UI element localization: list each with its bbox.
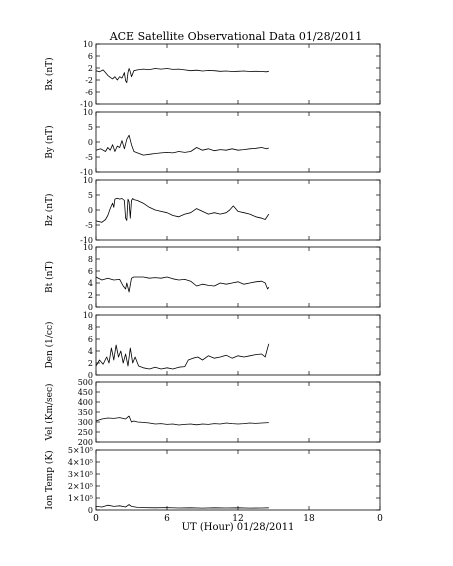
y-tick-label: -5 [85,221,93,230]
y-tick-label: 4×10⁵ [68,458,93,467]
x-axis-label: UT (Hour) 01/28/2011 [182,522,295,533]
y-tick-label: -6 [85,88,93,97]
y-tick-label: 3×10⁵ [68,470,93,479]
panel-frame [95,111,381,173]
y-axis-label: Bt (nT) [44,261,55,293]
y-tick-label: 0 [88,138,93,147]
y-tick-label: -10 [80,168,93,177]
x-tick-label: 18 [303,514,315,524]
y-tick-label: 4 [88,279,93,288]
data-line [95,197,270,223]
panel-frame [95,381,381,443]
y-tick-label: 250 [78,428,93,437]
y-tick-label: 1×10⁵ [68,494,93,503]
x-tick-label: 12 [232,514,243,524]
data-line [95,343,270,370]
y-axis-label: Den (1/cc) [44,321,55,368]
y-tick-label: 2 [88,291,93,300]
panel-frame [95,43,381,105]
y-tick-label: 5×10⁵ [68,446,93,455]
y-tick-label: 2 [88,359,93,368]
y-tick-label: 400 [78,398,93,407]
y-tick-label: 5 [88,123,93,132]
y-tick-label: 350 [78,408,93,417]
panel-2: 10 5 0 -5 -10 Bz (nT) [44,176,381,245]
y-tick-label: 500 [78,378,93,387]
y-tick-label: 8 [88,255,93,264]
panel-1: 10 5 0 -5 -10 By (nT) [44,108,381,177]
y-tick-label: 6 [88,267,93,276]
y-tick-label: 10 [83,311,93,320]
panel-3: 10 8 6 4 2 0 Bt (nT) [44,243,381,312]
y-tick-label: 6 [88,52,93,61]
y-tick-label: 0 [88,206,93,215]
panel-0: 10 6 2 -2 -6 -10 Bx (nT) [44,40,381,109]
x-tick-label: 6 [164,514,170,524]
y-tick-label: 2 [88,64,93,73]
chart-title: ACE Satellite Observational Data 01/28/2… [109,30,363,43]
y-tick-label: 10 [83,243,93,252]
x-axis: 0 6 12 18 0 [93,514,383,524]
y-tick-label: 2×10⁵ [68,482,93,491]
panel-frame [95,179,381,241]
y-tick-label: 10 [83,108,93,117]
x-tick-label: 0 [377,514,383,524]
data-line [95,134,269,156]
panel-frame [95,449,381,511]
data-line [95,68,269,84]
y-tick-label: 10 [83,176,93,185]
y-axis-label: Bx (nT) [44,57,55,90]
y-tick-label: 0 [88,303,93,312]
y-tick-label: 0 [88,506,93,515]
y-tick-label: 200 [78,438,93,447]
y-axis-label: By (nT) [44,125,55,158]
y-tick-label: 300 [78,418,93,427]
y-tick-label: -10 [80,100,93,109]
y-tick-label: -2 [85,76,93,85]
y-axis-label: Bz (nT) [44,193,55,226]
data-line [95,276,270,293]
y-axis-label: Ion Temp (K) [44,450,55,509]
y-tick-label: -10 [80,236,93,245]
y-tick-label: 6 [88,335,93,344]
y-axis-label: Vel (Km/sec) [44,383,55,441]
y-tick-label: 10 [83,40,93,49]
y-tick-label: 0 [88,371,93,380]
y-tick-label: 8 [88,323,93,332]
data-line [95,415,269,426]
panel-6: 5×10⁵ 4×10⁵ 3×10⁵ 2×10⁵ 1×10⁵ 0 Ion Temp (K) [44,446,381,515]
panels-group: 10 6 2 -2 -6 -10 Bx (nT) 10 5 0 -5 -10 By (nT) 10 5 0 -5… [44,40,381,515]
y-tick-label: 450 [78,388,93,397]
x-tick-label: 0 [93,514,99,524]
y-tick-label: 5 [88,191,93,200]
panel-4: 10 8 6 4 2 0 Den (1/cc) [44,311,381,380]
y-tick-label: 4 [88,347,93,356]
data-line [95,504,269,509]
y-tick-label: -5 [85,153,93,162]
